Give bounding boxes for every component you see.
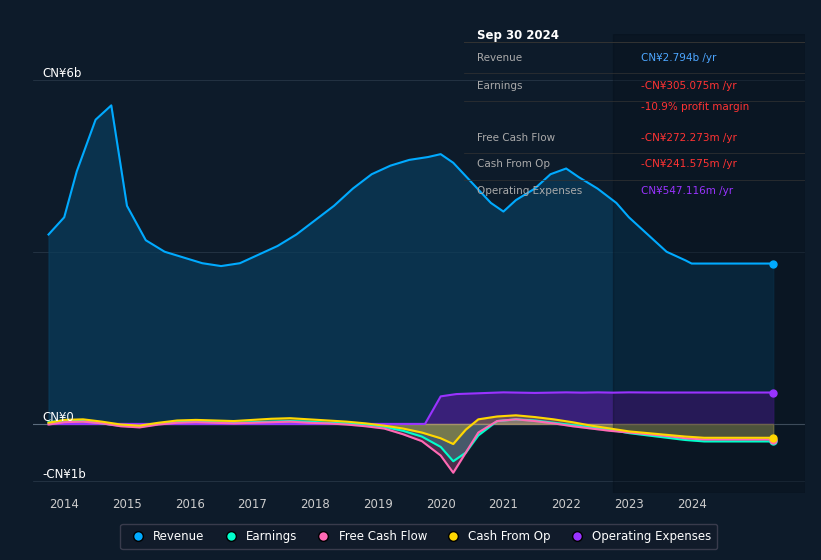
Text: Cash From Op: Cash From Op: [478, 159, 551, 169]
Text: -CN¥305.075m /yr: -CN¥305.075m /yr: [641, 81, 736, 91]
Text: Operating Expenses: Operating Expenses: [478, 186, 583, 196]
Legend: Revenue, Earnings, Free Cash Flow, Cash From Op, Operating Expenses: Revenue, Earnings, Free Cash Flow, Cash …: [120, 524, 718, 549]
Text: CN¥547.116m /yr: CN¥547.116m /yr: [641, 186, 733, 196]
Text: CN¥0: CN¥0: [42, 411, 74, 424]
Text: -CN¥241.575m /yr: -CN¥241.575m /yr: [641, 159, 737, 169]
Bar: [613, 34, 805, 493]
Text: Revenue: Revenue: [478, 53, 523, 63]
Text: Sep 30 2024: Sep 30 2024: [478, 29, 559, 42]
Text: -CN¥1b: -CN¥1b: [42, 468, 86, 481]
Text: -CN¥272.273m /yr: -CN¥272.273m /yr: [641, 133, 737, 143]
Text: -10.9% profit margin: -10.9% profit margin: [641, 102, 750, 112]
Text: CN¥6b: CN¥6b: [42, 67, 81, 80]
Text: Earnings: Earnings: [478, 81, 523, 91]
Text: CN¥2.794b /yr: CN¥2.794b /yr: [641, 53, 717, 63]
Text: Free Cash Flow: Free Cash Flow: [478, 133, 556, 143]
